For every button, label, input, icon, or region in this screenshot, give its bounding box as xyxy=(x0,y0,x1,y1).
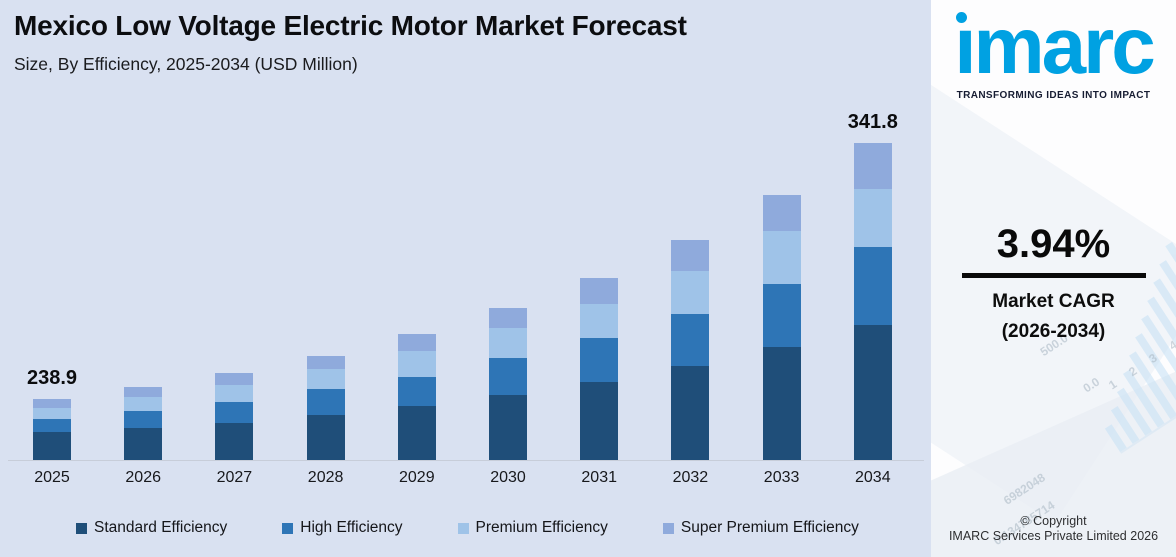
chart-panel: 238.9 341.8 Mexico Low Voltage Electric M… xyxy=(8,10,924,537)
x-tick-label-2029: 2029 xyxy=(399,469,435,486)
value-label-2034: 341.8 xyxy=(847,111,898,133)
bar-segment-super-premium-efficiency xyxy=(762,195,801,231)
bar-segment-super-premium-efficiency xyxy=(853,143,892,189)
cagr-label: Market CAGR xyxy=(992,291,1115,312)
logo-dot-icon xyxy=(956,12,967,23)
chart-subtitle: Size, By Efficiency, 2025-2034 (USD Mill… xyxy=(14,54,358,74)
value-label-2025: 238.9 xyxy=(26,367,78,389)
legend: Standard Efficiency High Efficiency Premiu… xyxy=(76,519,859,537)
cagr-divider xyxy=(961,273,1146,278)
bar-2029 xyxy=(397,334,436,460)
legend-marker-icon xyxy=(76,523,87,534)
legend-marker-icon xyxy=(282,523,294,534)
bar-segment-super-premium-efficiency xyxy=(397,334,436,351)
legend-label: Super Premium Efficiency xyxy=(680,519,859,536)
legend-label: High Efficiency xyxy=(300,519,403,536)
bar-segment-premium-efficiency xyxy=(489,328,527,358)
bar-segment-standard-efficiency xyxy=(33,432,71,460)
bar-segment-premium-efficiency xyxy=(124,397,163,411)
cagr-block: 3.94% Market CAGR (2026-2034) xyxy=(931,224,1176,351)
legend-marker-icon xyxy=(457,523,469,534)
legend-item-standard-efficiency: Standard Efficiency xyxy=(76,519,227,537)
bar-segment-high-efficiency xyxy=(853,247,892,325)
bar-segment-premium-efficiency xyxy=(33,408,71,419)
legend-marker-icon xyxy=(662,523,674,534)
copyright: © Copyright IMARC Services Private Limit… xyxy=(931,514,1176,545)
bar-segment-high-efficiency xyxy=(671,314,710,366)
x-tick-label-2027: 2027 xyxy=(216,469,253,486)
x-tick-label-2026: 2026 xyxy=(125,469,161,486)
bar-segment-super-premium-efficiency xyxy=(671,240,710,271)
bar-segment-premium-efficiency xyxy=(853,189,892,247)
bar-segment-high-efficiency xyxy=(124,411,163,428)
bar-segment-super-premium-efficiency xyxy=(215,373,254,385)
bar-segment-high-efficiency xyxy=(489,358,527,395)
bar-segment-high-efficiency xyxy=(762,284,801,347)
x-tick-label-2033: 2033 xyxy=(763,469,800,486)
bar-segment-premium-efficiency xyxy=(215,385,254,402)
bar-segment-premium-efficiency xyxy=(306,369,345,389)
x-axis-line xyxy=(8,460,924,461)
chart-title: Mexico Low Voltage Electric Motor Market… xyxy=(14,10,687,41)
bar-segment-super-premium-efficiency xyxy=(580,278,619,304)
legend-label: Premium Efficiency xyxy=(475,519,608,536)
bar-segment-standard-efficiency xyxy=(124,428,163,460)
legend-item-high-efficiency: High Efficiency xyxy=(282,519,403,537)
x-tick-label-2030: 2030 xyxy=(490,469,526,486)
x-tick-label-2028: 2028 xyxy=(307,469,344,486)
copyright-line1: © Copyright xyxy=(1020,513,1087,528)
bar-segment-standard-efficiency xyxy=(306,415,345,460)
bar-2027 xyxy=(215,373,254,460)
legend-item-super-premium-efficiency: Super Premium Efficiency xyxy=(662,519,859,537)
bar-2028 xyxy=(306,356,345,460)
bar-segment-standard-efficiency xyxy=(397,406,436,460)
cagr-value: 3.94% xyxy=(996,222,1111,266)
imarc-logo: ımarc TRANSFORMING IDEAS INTO IMPACT xyxy=(931,0,1176,110)
bar-2030 xyxy=(489,308,527,460)
bar-segment-super-premium-efficiency xyxy=(306,356,345,369)
bar-segment-premium-efficiency xyxy=(671,271,710,314)
bar-segment-standard-efficiency xyxy=(853,325,892,460)
bar-segment-high-efficiency xyxy=(397,377,436,406)
bar-2026 xyxy=(124,387,163,460)
bar-2034: 341.8 xyxy=(848,111,898,460)
bar-2032 xyxy=(671,240,710,460)
bar-segment-super-premium-efficiency xyxy=(489,308,527,328)
bar-segment-high-efficiency xyxy=(33,419,71,432)
sidebar: 500.0 0.0 1 2 3 4 6982048 0.134785714 ımarc … xyxy=(931,0,1176,557)
bar-segment-standard-efficiency xyxy=(671,366,710,460)
bar-segment-high-efficiency xyxy=(580,338,619,382)
x-tick-label-2031: 2031 xyxy=(581,469,617,486)
bar-segment-premium-efficiency xyxy=(397,351,436,377)
bar-segment-super-premium-efficiency xyxy=(33,399,71,408)
logo-tagline: TRANSFORMING IDEAS INTO IMPACT xyxy=(956,90,1151,101)
bar-2031 xyxy=(580,278,619,460)
bar-segment-high-efficiency xyxy=(306,389,345,415)
legend-label: Standard Efficiency xyxy=(94,519,228,536)
bar-segment-standard-efficiency xyxy=(215,423,254,460)
bar-segment-high-efficiency xyxy=(215,402,254,423)
x-tick-label-2034: 2034 xyxy=(855,469,891,486)
bar-segment-super-premium-efficiency xyxy=(124,387,163,397)
bar-2025: 238.9 xyxy=(27,367,77,460)
legend-item-premium-efficiency: Premium Efficiency xyxy=(457,519,608,537)
bar-segment-standard-efficiency xyxy=(762,347,801,460)
x-tick-label-2025: 2025 xyxy=(34,469,70,486)
logo-wordmark: ımarc xyxy=(954,1,1155,90)
copyright-line2: IMARC Services Private Limited 2026 xyxy=(948,529,1159,544)
cagr-period: (2026-2034) xyxy=(1001,321,1106,342)
bar-segment-standard-efficiency xyxy=(489,395,527,460)
bar-segment-standard-efficiency xyxy=(580,382,619,460)
plot-area: 238.9 341.8 xyxy=(8,111,924,461)
bar-2033 xyxy=(762,195,801,460)
x-tick-label-2032: 2032 xyxy=(672,469,709,486)
bar-segment-premium-efficiency xyxy=(580,304,619,338)
bar-segment-premium-efficiency xyxy=(762,231,801,284)
